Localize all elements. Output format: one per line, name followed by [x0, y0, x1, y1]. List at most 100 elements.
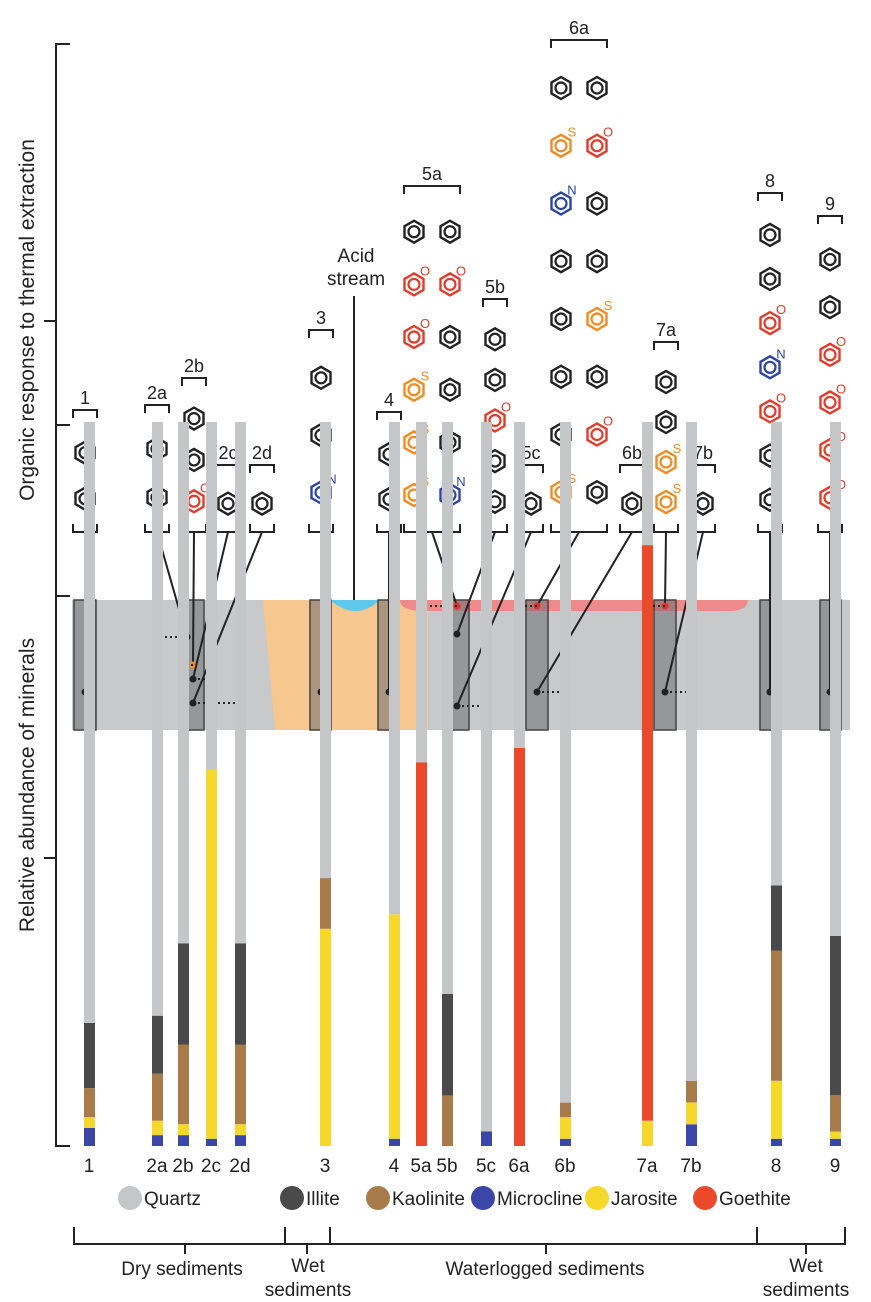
ring-inner	[696, 497, 710, 511]
segment-quartz	[152, 422, 163, 1016]
segment-goethite	[642, 545, 653, 1121]
ring	[439, 272, 461, 297]
oxygen-molecule-icon: O	[586, 413, 613, 447]
ring-inner	[443, 383, 457, 397]
oxygen-symbol: O	[836, 334, 846, 349]
oxygen-molecule-icon: O	[439, 263, 466, 297]
segment-microcline	[178, 1135, 189, 1146]
group-bracket-bottom	[249, 524, 275, 533]
wet-zone	[263, 600, 428, 730]
legend-label: Quartz	[144, 1189, 201, 1210]
nitrogen-symbol: N	[776, 346, 785, 361]
group-bracket-top	[376, 411, 402, 420]
ring-inner	[407, 277, 421, 291]
oxygen-molecule-icon: O	[819, 381, 846, 415]
sulfur-molecule-icon: S	[586, 298, 613, 332]
oxygen-molecule-icon: O	[484, 399, 511, 433]
segment-quartz	[560, 422, 571, 1103]
sample-label-3: 3	[320, 1156, 331, 1177]
sulfur-molecule-icon: S	[550, 125, 577, 159]
segment-jarosite	[389, 914, 400, 1139]
group-label: 2a	[147, 383, 168, 403]
group-bracket-top	[757, 192, 783, 201]
sample-label-1: 1	[84, 1156, 95, 1177]
segment-jarosite	[235, 1124, 246, 1136]
segment-quartz	[514, 422, 525, 748]
ring-inner	[554, 139, 568, 153]
ring-inner	[763, 360, 777, 374]
group-bracket-top	[308, 329, 334, 338]
group-label: 9	[825, 194, 835, 214]
sample-core-6	[525, 599, 549, 731]
compound-group-8: 8 O N O	[757, 171, 786, 533]
segment-quartz	[771, 422, 782, 886]
mineral-bar-7b	[686, 422, 697, 1146]
nitrogen-symbol: N	[327, 471, 336, 486]
sample-label-5b: 5b	[436, 1156, 457, 1177]
group-label: 8	[765, 171, 775, 191]
sample-dotted-link-2c	[193, 422, 212, 680]
aromatic-molecule-icon	[759, 266, 781, 292]
ring-inner	[763, 404, 777, 419]
group-bracket-top	[403, 185, 461, 194]
mineral-bar-5a	[416, 422, 427, 1146]
segment-kaolinite	[560, 1102, 571, 1118]
ring	[586, 479, 608, 505]
legend-label: Microcline	[497, 1189, 583, 1210]
sample-label-6a: 6a	[508, 1156, 530, 1177]
aromatic-molecule-icon	[439, 219, 461, 245]
ring	[484, 408, 506, 433]
sample-label-4: 4	[389, 1156, 400, 1177]
ring-inner	[763, 316, 777, 330]
oxygen-symbol: O	[420, 263, 430, 278]
segment-jarosite	[178, 1124, 189, 1136]
connector-6a	[536, 531, 580, 607]
group-bracket-top	[482, 298, 508, 307]
ring-inner	[221, 497, 235, 511]
group-label: 7b	[693, 443, 713, 463]
ring	[403, 377, 425, 403]
sediment-regions: Dry sediments Wet sediments Waterlogged sed…	[73, 1227, 849, 1301]
ring-inner	[659, 455, 673, 469]
sample-label-2d: 2d	[229, 1156, 250, 1177]
segment-microcline	[152, 1135, 163, 1146]
segment-illite	[442, 994, 453, 1096]
ring	[310, 365, 332, 391]
ring	[819, 294, 841, 320]
sulfur-symbol: S	[673, 441, 682, 456]
compound-group-6b: 6b	[619, 443, 645, 533]
oxygen-symbol: O	[456, 263, 466, 278]
ring-inner	[187, 453, 201, 467]
ring	[439, 219, 461, 245]
legend-label: Goethite	[719, 1189, 791, 1210]
region-label-wet-1: Wet	[291, 1256, 325, 1277]
ring	[759, 354, 781, 380]
legend-swatch	[118, 1186, 142, 1210]
legend-label: Illite	[306, 1189, 340, 1210]
ring-inner	[255, 497, 269, 511]
legend-item-jarosite: Jarosite	[585, 1186, 678, 1210]
aromatic-molecule-icon	[550, 248, 572, 274]
region-bracket	[73, 1227, 846, 1245]
oxygen-symbol: O	[603, 413, 613, 428]
segment-goethite	[514, 747, 525, 1146]
mineral-bar-5c	[481, 422, 492, 1146]
segment-jarosite	[686, 1102, 697, 1125]
segment-microcline	[771, 1138, 782, 1146]
ring-inner	[590, 485, 604, 499]
segment-microcline	[830, 1138, 841, 1146]
mineral-bar-6b	[560, 422, 571, 1146]
ring	[655, 369, 677, 395]
ring	[759, 222, 781, 248]
ring	[550, 191, 572, 216]
segment-jarosite	[84, 1117, 95, 1128]
ring	[484, 326, 506, 352]
aromatic-molecule-icon	[183, 406, 205, 431]
segment-jarosite	[320, 928, 331, 1146]
mineral-bar-8	[771, 422, 782, 1146]
ring	[217, 491, 239, 516]
mineral-bar-3	[320, 422, 331, 1146]
segment-quartz	[389, 422, 400, 915]
ring	[586, 364, 608, 390]
sulfur-molecule-icon: S	[403, 369, 430, 403]
